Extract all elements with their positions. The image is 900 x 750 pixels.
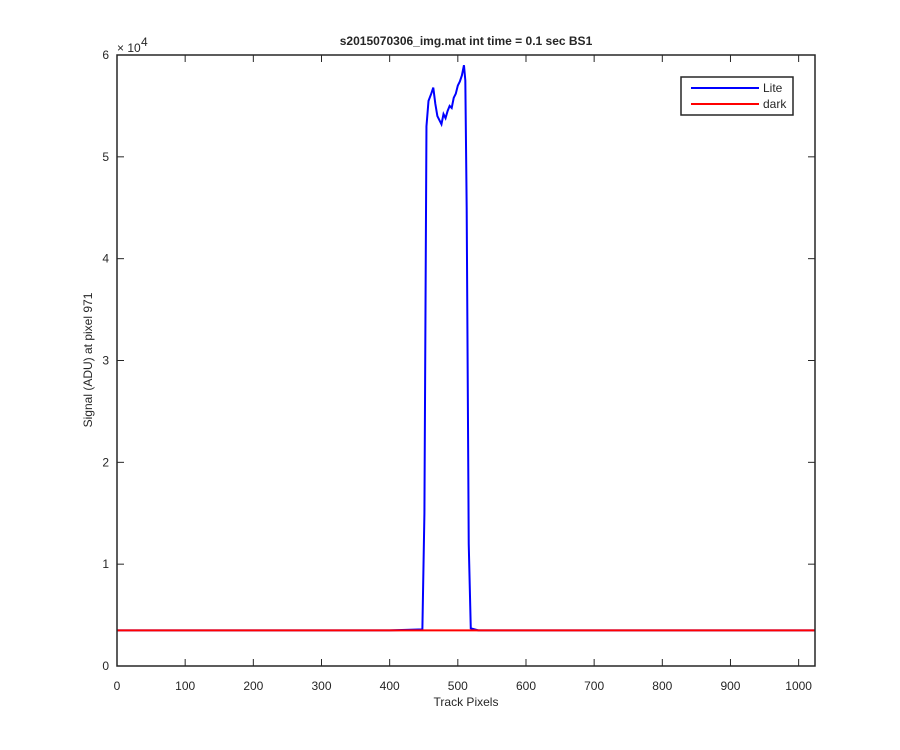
y-multiplier-exponent: 4 [141,35,148,49]
legend-label: Lite [763,81,783,95]
legend-label: dark [763,97,787,111]
x-tick-label: 0 [114,679,121,693]
x-tick-label: 500 [448,679,468,693]
x-tick-label: 200 [243,679,263,693]
y-tick-label: 2 [102,455,109,469]
x-tick-label: 1000 [785,679,812,693]
x-axis-label: Track Pixels [434,695,499,709]
y-tick-label: 3 [102,354,109,368]
x-tick-label: 100 [175,679,195,693]
x-tick-label: 900 [720,679,740,693]
axes-box [116,54,816,667]
legend-box [680,76,794,116]
y-tick-label: 0 [102,659,109,673]
y-multiplier: × 10 [117,41,141,55]
y-tick-label: 1 [102,557,109,571]
y-axis-label: Signal (ADU) at pixel 971 [81,292,95,427]
x-tick-label: 300 [311,679,331,693]
x-tick-label: 400 [380,679,400,693]
line [117,64,815,632]
y-tick-label: 6 [102,48,109,62]
x-tick-label: 600 [516,679,536,693]
x-tick-label: 700 [584,679,604,693]
chart-title: s2015070306_img.mat int time = 0.1 sec B… [340,34,593,48]
y-tick-label: 5 [102,150,109,164]
y-tick-label: 4 [102,252,109,266]
x-tick-label: 800 [652,679,672,693]
